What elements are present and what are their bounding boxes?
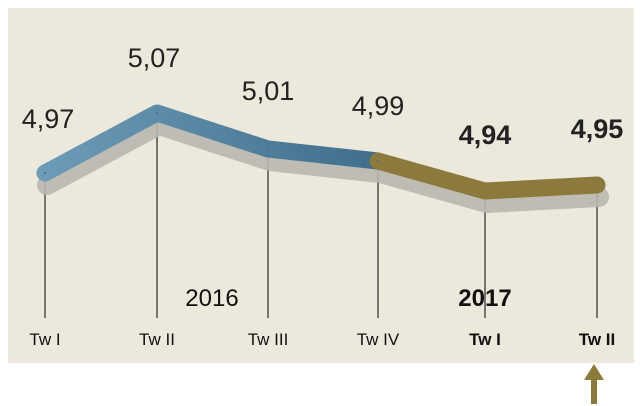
arrow-head: [584, 364, 604, 380]
value-label: 5,07: [128, 43, 181, 73]
x-tick-label: Tw II: [579, 330, 616, 349]
year-label-2017: 2017: [458, 285, 511, 312]
value-label: 5,01: [242, 76, 295, 106]
data-point: [156, 112, 158, 114]
current-quarter-arrow: [584, 364, 604, 404]
x-tick-label: Tw I: [29, 330, 60, 349]
data-point: [596, 184, 598, 186]
x-tick-label: Tw I: [469, 330, 501, 349]
arrow-shaft: [591, 378, 597, 404]
year-label-2016: 2016: [185, 285, 238, 312]
x-tick-label: Tw II: [139, 330, 175, 349]
data-point: [44, 172, 46, 174]
value-label: 4,99: [352, 91, 405, 121]
value-label: 4,95: [571, 114, 624, 144]
x-tick-label: Tw III: [248, 330, 289, 349]
data-point: [484, 190, 486, 192]
series-line-2016: [36, 104, 387, 182]
value-label: 4,94: [459, 120, 512, 150]
series-shadow: [37, 115, 609, 213]
data-point: [377, 160, 379, 162]
data-point: [267, 148, 269, 150]
value-label: 4,97: [22, 104, 75, 134]
x-tick-label: Tw IV: [357, 330, 400, 349]
